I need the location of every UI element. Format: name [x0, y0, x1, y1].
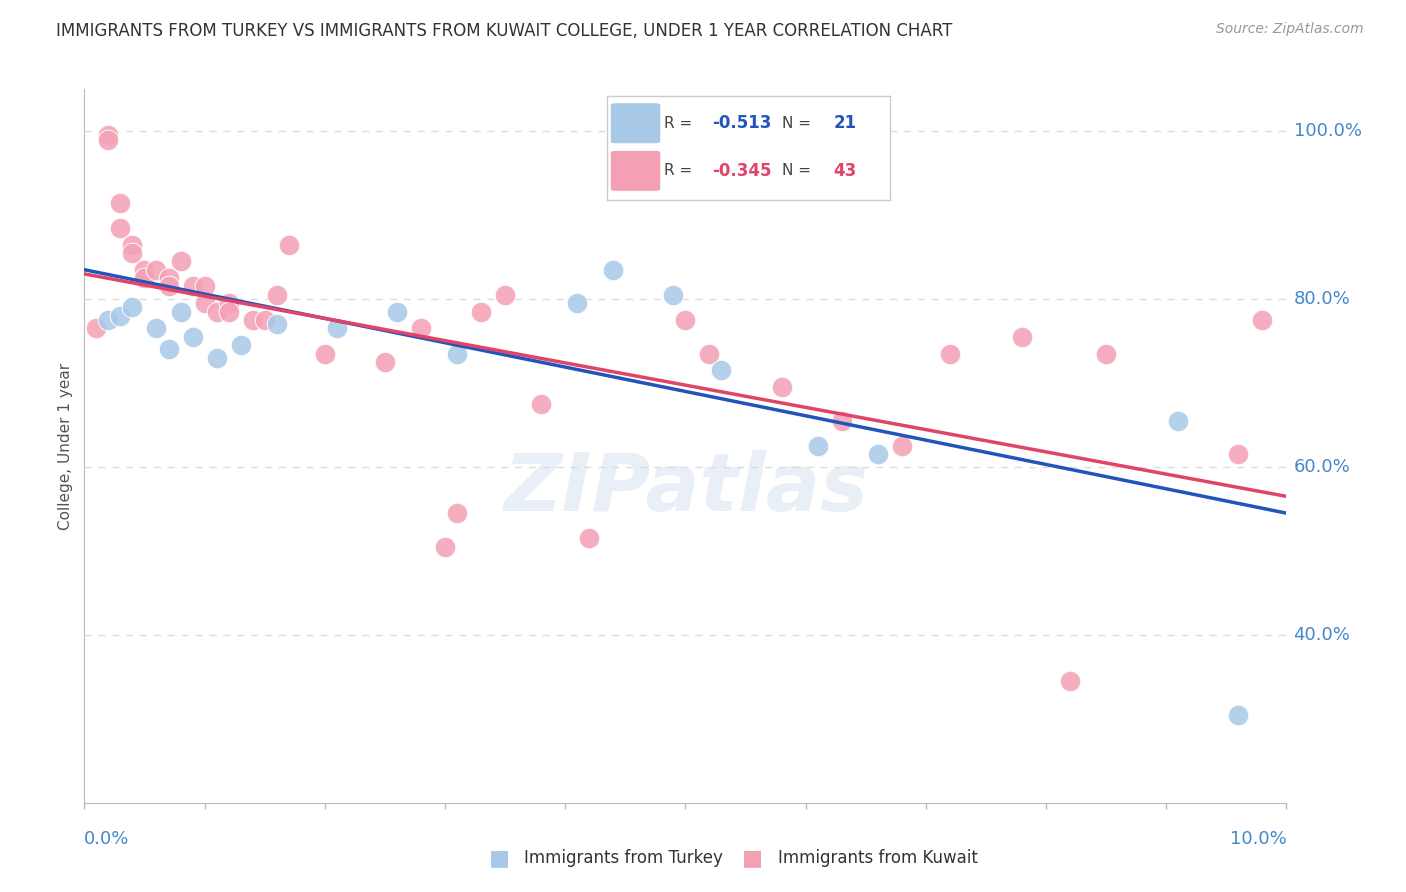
- Point: [939, 346, 962, 360]
- Point: [662, 288, 685, 302]
- Point: [770, 380, 793, 394]
- Point: [434, 540, 457, 554]
- Point: [710, 363, 733, 377]
- Point: [1095, 346, 1118, 360]
- Point: [1251, 313, 1274, 327]
- Point: [1011, 330, 1033, 344]
- Point: [110, 220, 132, 235]
- Point: [121, 301, 143, 315]
- Point: [157, 271, 180, 285]
- Point: [97, 313, 120, 327]
- Point: [229, 338, 252, 352]
- Point: [578, 532, 600, 546]
- Point: [567, 296, 589, 310]
- Point: [205, 304, 228, 318]
- Point: [446, 346, 468, 360]
- Text: 10.0%: 10.0%: [1230, 830, 1286, 847]
- Point: [699, 346, 721, 360]
- Point: [253, 313, 276, 327]
- Text: 100.0%: 100.0%: [1294, 122, 1361, 140]
- Text: ■: ■: [742, 848, 762, 868]
- Point: [86, 321, 108, 335]
- Point: [1059, 674, 1081, 689]
- Text: Source: ZipAtlas.com: Source: ZipAtlas.com: [1216, 22, 1364, 37]
- Text: 0.0%: 0.0%: [84, 830, 129, 847]
- Point: [121, 237, 143, 252]
- Point: [134, 262, 156, 277]
- Point: [1227, 707, 1250, 722]
- Point: [110, 309, 132, 323]
- Point: [181, 330, 204, 344]
- Point: [121, 246, 143, 260]
- Point: [266, 318, 288, 332]
- Point: [157, 343, 180, 357]
- Point: [314, 346, 336, 360]
- Text: ■: ■: [489, 848, 509, 868]
- Point: [218, 296, 240, 310]
- Point: [866, 447, 889, 461]
- Point: [326, 321, 349, 335]
- Text: Immigrants from Turkey: Immigrants from Turkey: [524, 849, 723, 867]
- Point: [169, 254, 191, 268]
- Text: 40.0%: 40.0%: [1294, 626, 1350, 644]
- Point: [1167, 414, 1189, 428]
- Point: [675, 313, 697, 327]
- Point: [97, 132, 120, 146]
- Point: [1227, 447, 1250, 461]
- Point: [145, 321, 167, 335]
- Point: [266, 288, 288, 302]
- Point: [205, 351, 228, 365]
- Point: [97, 128, 120, 143]
- Point: [494, 288, 516, 302]
- Text: 60.0%: 60.0%: [1294, 458, 1350, 476]
- Point: [145, 262, 167, 277]
- Point: [242, 313, 264, 327]
- Point: [470, 304, 492, 318]
- Point: [169, 304, 191, 318]
- Point: [409, 321, 432, 335]
- Text: IMMIGRANTS FROM TURKEY VS IMMIGRANTS FROM KUWAIT COLLEGE, UNDER 1 YEAR CORRELATI: IMMIGRANTS FROM TURKEY VS IMMIGRANTS FRO…: [56, 22, 953, 40]
- Point: [890, 439, 912, 453]
- Point: [194, 296, 217, 310]
- Point: [181, 279, 204, 293]
- Point: [134, 271, 156, 285]
- Point: [807, 439, 830, 453]
- Point: [374, 355, 396, 369]
- Text: Immigrants from Kuwait: Immigrants from Kuwait: [778, 849, 977, 867]
- Point: [157, 279, 180, 293]
- Point: [218, 304, 240, 318]
- Text: 80.0%: 80.0%: [1294, 290, 1350, 308]
- Point: [831, 414, 853, 428]
- Point: [385, 304, 408, 318]
- Point: [110, 195, 132, 210]
- Y-axis label: College, Under 1 year: College, Under 1 year: [58, 362, 73, 530]
- Point: [602, 262, 624, 277]
- Point: [530, 397, 553, 411]
- Point: [194, 279, 217, 293]
- Point: [277, 237, 299, 252]
- Text: ZIPatlas: ZIPatlas: [503, 450, 868, 528]
- Point: [446, 506, 468, 520]
